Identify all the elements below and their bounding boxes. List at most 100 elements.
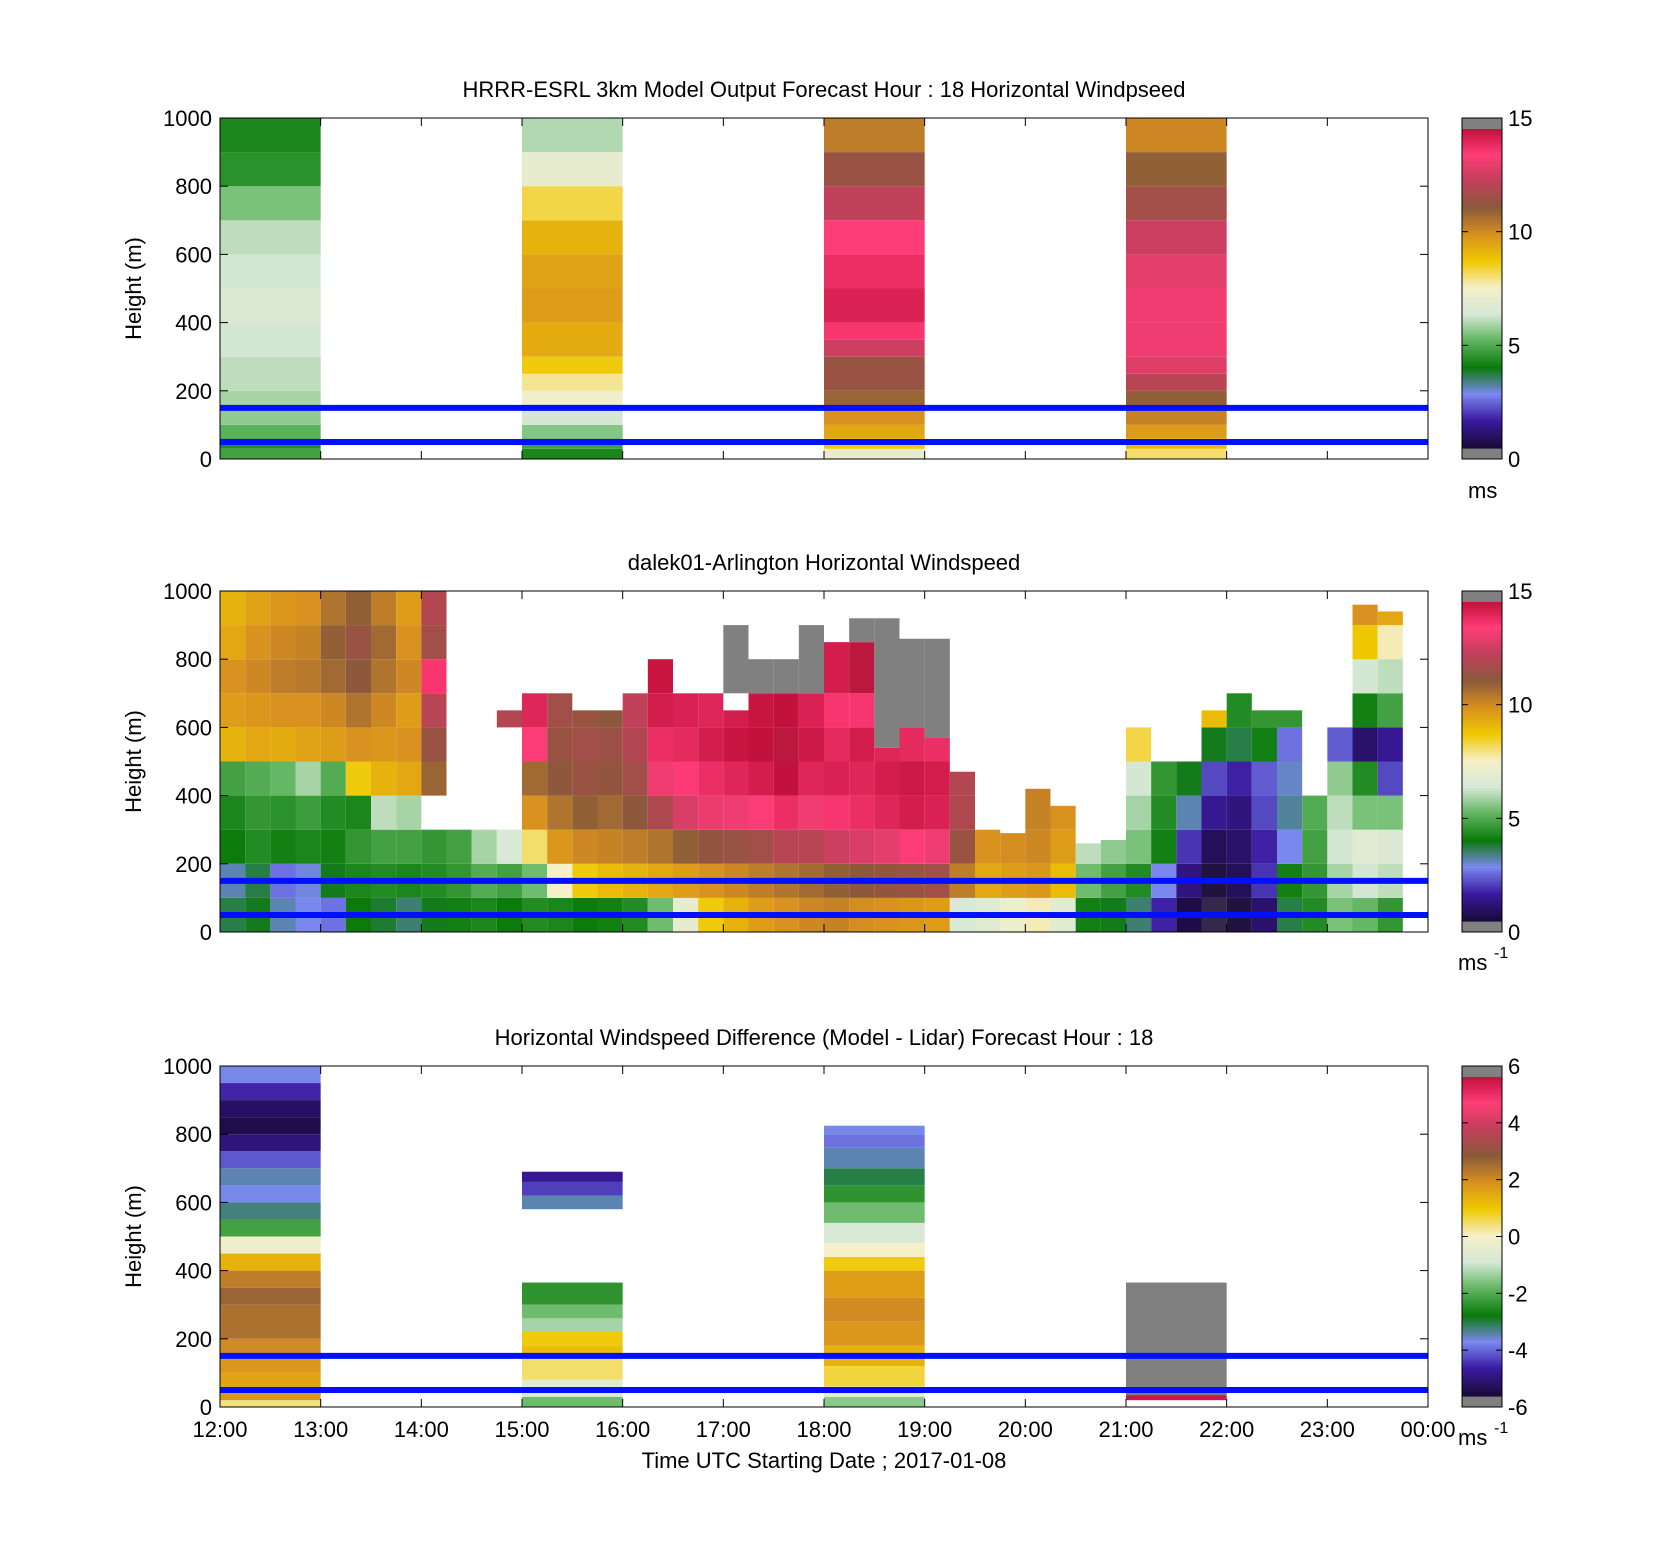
colorbar-swatch bbox=[1462, 368, 1502, 372]
colorbar-tick-label: 5 bbox=[1508, 333, 1520, 358]
heatmap-cell bbox=[522, 1318, 623, 1332]
colorbar-swatch bbox=[1462, 830, 1502, 834]
colorbar-swatch bbox=[1462, 174, 1502, 178]
colorbar-swatch bbox=[1462, 1252, 1502, 1256]
colorbar-swatch bbox=[1462, 681, 1502, 686]
colorbar-swatch bbox=[1462, 315, 1502, 319]
colorbar-swatch bbox=[1462, 657, 1502, 662]
heatmap-cell bbox=[824, 693, 850, 728]
heatmap-cell bbox=[572, 795, 598, 830]
heatmap-cell bbox=[270, 829, 296, 864]
colorbar-swatch bbox=[1462, 780, 1502, 784]
colorbar-swatch bbox=[1462, 365, 1502, 369]
heatmap-cell bbox=[849, 618, 875, 643]
heatmap-cell bbox=[849, 761, 875, 796]
colorbar-swatch bbox=[1462, 1231, 1502, 1235]
colorbar-swatch bbox=[1462, 291, 1502, 295]
colorbar-swatch bbox=[1462, 652, 1502, 656]
heatmap-cell bbox=[1352, 727, 1378, 762]
colorbar-swatch bbox=[1462, 1172, 1502, 1176]
heatmap-cell bbox=[220, 220, 321, 255]
x-tick-label: 19:00 bbox=[897, 1417, 952, 1442]
heatmap-cell bbox=[522, 829, 548, 864]
heatmap-cell bbox=[824, 1125, 925, 1135]
heatmap-cell bbox=[220, 761, 246, 796]
colorbar-swatch bbox=[1462, 413, 1502, 417]
y-tick-label: 800 bbox=[175, 174, 212, 199]
colorbar-cap-top bbox=[1462, 118, 1502, 129]
heatmap-cell bbox=[572, 727, 598, 762]
colorbar-swatch bbox=[1462, 713, 1502, 717]
heatmap-cell bbox=[270, 659, 296, 694]
heatmap-cell bbox=[270, 693, 296, 728]
heatmap-cell bbox=[547, 829, 573, 864]
colorbar-swatch bbox=[1462, 397, 1502, 401]
colorbar-swatch bbox=[1462, 384, 1502, 388]
colorbar-swatch bbox=[1462, 849, 1502, 853]
heatmap-cell bbox=[723, 761, 749, 796]
colorbar-swatch bbox=[1462, 168, 1502, 173]
colorbar-swatch bbox=[1462, 881, 1502, 885]
heatmap-cell bbox=[673, 693, 699, 728]
heatmap-cell bbox=[1277, 727, 1303, 762]
colorbar-swatch bbox=[1462, 1284, 1502, 1288]
colorbar-swatch bbox=[1462, 211, 1502, 215]
y-tick-label: 200 bbox=[175, 379, 212, 404]
heatmap-cell bbox=[220, 1100, 321, 1118]
colorbar-swatch bbox=[1462, 1302, 1502, 1307]
heatmap-cell bbox=[421, 591, 447, 626]
heatmap-cell bbox=[522, 1345, 623, 1356]
colorbar-swatch bbox=[1462, 676, 1502, 680]
heatmap-cell bbox=[748, 659, 774, 694]
colorbar-swatch bbox=[1462, 1098, 1502, 1102]
colorbar-swatch bbox=[1462, 144, 1502, 149]
heatmap-cell bbox=[824, 1168, 925, 1186]
heatmap-cell bbox=[748, 727, 774, 762]
colorbar-swatch bbox=[1462, 814, 1502, 818]
heatmap-cell bbox=[396, 693, 422, 728]
colorbar-swatch bbox=[1462, 668, 1502, 672]
heatmap-cell bbox=[396, 761, 422, 796]
colorbar-swatch bbox=[1462, 277, 1502, 282]
heatmap-cell bbox=[220, 424, 321, 439]
colorbar-swatch bbox=[1462, 1305, 1502, 1309]
colorbar-swatch bbox=[1462, 394, 1502, 399]
colorbar-swatch bbox=[1462, 604, 1502, 608]
heatmap-cell bbox=[824, 288, 925, 323]
heatmap-cell bbox=[320, 693, 346, 728]
colorbar-swatch bbox=[1462, 376, 1502, 380]
heatmap-cell bbox=[522, 1396, 623, 1407]
heatmap-cell bbox=[522, 186, 623, 221]
heatmap-cell bbox=[220, 254, 321, 289]
heatmap-cell bbox=[1126, 424, 1227, 439]
heatmap-cell bbox=[220, 659, 246, 694]
colorbar-frame bbox=[1461, 590, 1503, 933]
colorbar-swatch bbox=[1462, 628, 1502, 632]
heatmap-cell bbox=[220, 1219, 321, 1237]
colorbar-tick-label: 0 bbox=[1508, 447, 1520, 472]
heatmap-cell bbox=[220, 1066, 321, 1084]
heatmap-cell bbox=[522, 1355, 623, 1380]
colorbar-swatch bbox=[1462, 774, 1502, 779]
colorbar-swatch bbox=[1462, 301, 1502, 306]
heatmap-cell bbox=[245, 761, 271, 796]
heatmap-cell bbox=[220, 448, 321, 459]
colorbar-swatch bbox=[1462, 352, 1502, 356]
colorbar-swatch bbox=[1462, 1233, 1502, 1238]
y-tick-label: 400 bbox=[175, 1259, 212, 1284]
colorbar-swatch bbox=[1462, 761, 1502, 765]
colorbar-swatch bbox=[1462, 1313, 1502, 1317]
heatmap-cell bbox=[824, 1243, 925, 1257]
heatmap-cell bbox=[597, 795, 623, 830]
colorbar-swatch bbox=[1462, 633, 1502, 638]
heatmap-cell bbox=[220, 186, 321, 221]
colorbar-swatch bbox=[1462, 631, 1502, 635]
heatmap-cell bbox=[220, 390, 321, 408]
heatmap-cell bbox=[522, 1304, 623, 1319]
colorbar-swatch bbox=[1462, 825, 1502, 829]
heatmap-cell bbox=[924, 795, 950, 830]
heatmap-cell bbox=[1201, 710, 1227, 728]
colorbar-cap-top bbox=[1462, 1066, 1502, 1077]
heatmap-cell bbox=[522, 1195, 623, 1210]
colorbar-swatch bbox=[1462, 748, 1502, 752]
